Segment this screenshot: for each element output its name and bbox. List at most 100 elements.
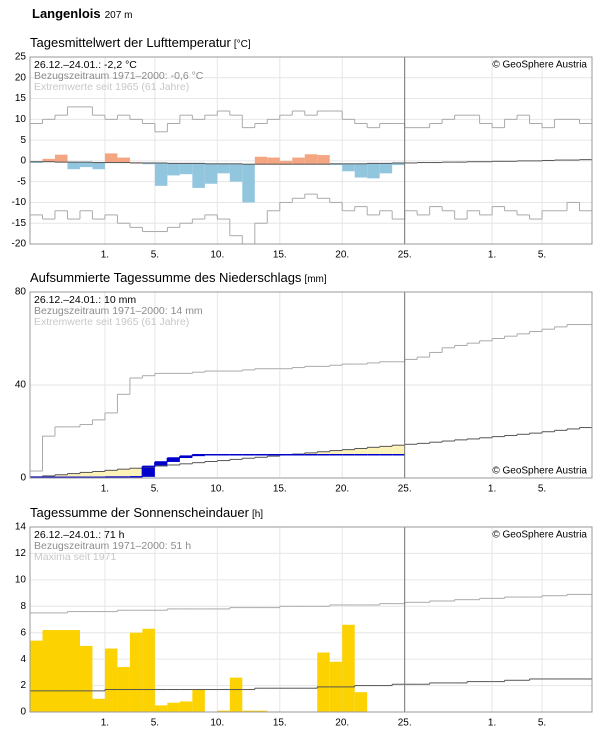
elevation: 207 m — [105, 10, 133, 21]
bar — [54, 630, 68, 712]
source: © GeoSphere Austria — [492, 466, 587, 477]
annotation: 26.12.–24.01.: 71 h — [34, 529, 125, 541]
deficit-area — [317, 451, 330, 455]
y-tick-label: 80 — [15, 287, 27, 298]
bar — [79, 645, 93, 712]
annotation: Bezugszeitraum 1971–2000: 14 mm — [34, 305, 203, 317]
anomaly-bar — [292, 157, 305, 165]
bar — [67, 630, 80, 712]
y-tick-label: 14 — [15, 522, 27, 533]
y-tick-label: 10 — [15, 574, 27, 585]
anomaly-bar — [79, 162, 93, 168]
bar — [242, 710, 255, 712]
x-tick-label: 5. — [151, 250, 159, 261]
bar — [179, 701, 193, 712]
anomaly-bar — [67, 162, 80, 170]
anomaly-bar — [54, 154, 68, 163]
annotation: 26.12.–24.01.: 10 mm — [34, 294, 136, 306]
bar — [30, 640, 43, 712]
x-tick-label: 1. — [101, 718, 109, 729]
annotation: 26.12.–24.01.: -2,2 °C — [34, 59, 137, 71]
annotation: Bezugszeitraum 1971–2000: -0,6 °C — [34, 70, 204, 82]
panel-unit: [mm] — [304, 274, 326, 285]
y-tick-label: 2 — [20, 680, 26, 691]
daily-increment — [179, 456, 193, 459]
anomaly-bar — [367, 163, 380, 179]
deficit-area — [117, 469, 130, 478]
annotation: Extremwerte seit 1965 (61 Jahre) — [34, 316, 189, 328]
deficit-area — [129, 468, 143, 477]
y-tick-label: -15 — [12, 218, 27, 229]
x-tick-label: 5. — [538, 250, 546, 261]
bar — [354, 692, 368, 712]
source: © GeoSphere Austria — [492, 60, 587, 71]
y-tick-label: 25 — [15, 52, 27, 63]
y-tick-label: 40 — [15, 380, 27, 391]
x-tick-label: 20. — [335, 484, 349, 495]
anomaly-bar — [104, 153, 118, 163]
anomaly-bar — [154, 162, 168, 186]
anomaly-bar — [42, 158, 55, 162]
x-tick-label: 15. — [273, 250, 287, 261]
anomaly-bar — [142, 162, 155, 165]
bar — [317, 652, 330, 712]
deficit-area — [354, 448, 368, 455]
anomaly-bar — [204, 163, 218, 184]
y-tick-label: 10 — [15, 114, 27, 125]
anomaly-bar — [279, 160, 293, 165]
y-tick-label: 8 — [20, 601, 26, 612]
panel-title: Tagessumme der Sonnenscheindauer [h] — [30, 505, 263, 520]
x-tick-label: 15. — [273, 718, 287, 729]
panel-title-text: Tagesmittelwert der Lufttemperatur — [30, 35, 232, 50]
deficit-area — [54, 474, 68, 478]
deficit-area — [342, 449, 355, 455]
station-name: Langenlois — [32, 6, 101, 21]
x-tick-label: 1. — [488, 718, 496, 729]
x-tick-label: 15. — [273, 484, 287, 495]
bar — [154, 705, 168, 712]
y-tick-label: 0 — [20, 156, 26, 167]
x-tick-label: 25. — [398, 250, 412, 261]
y-tick-label: -5 — [17, 176, 26, 187]
anomaly-bar — [167, 163, 180, 176]
bar — [129, 632, 143, 712]
y-tick-label: -20 — [12, 239, 27, 250]
deficit-area — [379, 446, 393, 455]
anomaly-bar — [192, 163, 205, 188]
annotation: Maxima seit 1971 — [34, 551, 116, 563]
anomaly-bar — [117, 157, 130, 163]
plot-border — [29, 56, 593, 245]
bar — [217, 710, 230, 712]
y-tick-label: -10 — [12, 197, 27, 208]
x-tick-label: 25. — [398, 718, 412, 729]
deficit-area — [304, 452, 318, 455]
plot-border — [29, 291, 593, 479]
x-tick-label: 1. — [101, 250, 109, 261]
bar — [142, 628, 155, 712]
bar — [167, 702, 180, 712]
x-tick-label: 20. — [335, 250, 349, 261]
plot-border — [29, 526, 593, 713]
plot-bg — [30, 57, 592, 244]
source: © GeoSphere Austria — [492, 530, 587, 541]
x-tick-label: 5. — [538, 718, 546, 729]
anomaly-bar — [354, 163, 368, 178]
panel-title: Tagesmittelwert der Lufttemperatur [°C] — [30, 35, 251, 50]
panel-unit: [h] — [252, 509, 263, 520]
y-tick-label: 4 — [20, 654, 26, 665]
x-tick-label: 5. — [538, 484, 546, 495]
deficit-area — [79, 472, 93, 478]
x-tick-label: 1. — [101, 484, 109, 495]
bar — [229, 677, 243, 712]
annotation: Bezugszeitraum 1971–2000: 51 h — [34, 540, 191, 552]
header: Langenlois 207 m — [32, 6, 132, 21]
anomaly-bar — [392, 162, 405, 166]
deficit-area — [67, 473, 80, 478]
anomaly-bar — [254, 156, 268, 165]
deficit-area — [367, 447, 380, 455]
anomaly-bar — [92, 162, 105, 170]
anomaly-bar — [304, 154, 318, 165]
anomaly-bar — [342, 163, 355, 172]
